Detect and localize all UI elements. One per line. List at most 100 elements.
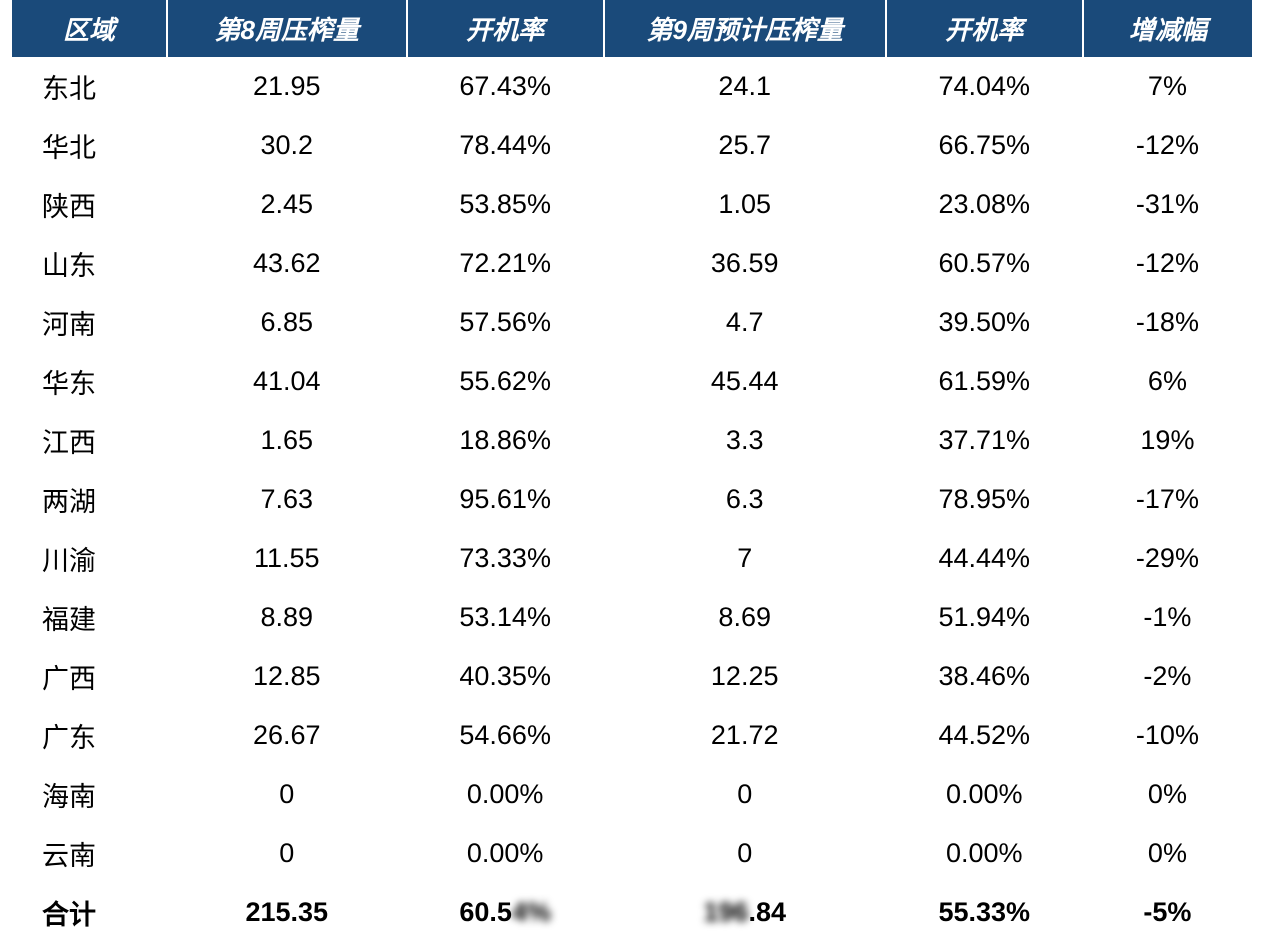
cell-week8-volume: 6.85 [167, 293, 407, 352]
cell-week8-rate: 67.43% [407, 57, 604, 116]
header-region: 区域 [12, 0, 167, 57]
table-row: 两湖 7.63 95.61% 6.3 78.95% -17% [12, 470, 1252, 529]
table-row: 广西 12.85 40.35% 12.25 38.46% -2% [12, 647, 1252, 706]
cell-week9-volume: 21.72 [604, 706, 886, 765]
cell-week9-volume: 4.7 [604, 293, 886, 352]
cell-week8-rate: 57.56% [407, 293, 604, 352]
cell-week8-volume: 26.67 [167, 706, 407, 765]
header-change: 增减幅 [1083, 0, 1252, 57]
header-week9-volume: 第9周预计压榨量 [604, 0, 886, 57]
table-row: 华东 41.04 55.62% 45.44 61.59% 6% [12, 352, 1252, 411]
cell-week8-volume: 21.95 [167, 57, 407, 116]
cell-region: 华东 [12, 352, 167, 411]
cell-week9-rate: 0.00% [886, 765, 1083, 824]
cell-week9-rate: 44.44% [886, 529, 1083, 588]
cell-week9-rate: 51.94% [886, 588, 1083, 647]
table-row: 云南 0 0.00% 0 0.00% 0% [12, 824, 1252, 883]
cell-change: 0% [1083, 765, 1252, 824]
cell-region: 云南 [12, 824, 167, 883]
cell-week9-rate: 39.50% [886, 293, 1083, 352]
cell-region: 广东 [12, 706, 167, 765]
cell-change: 7% [1083, 57, 1252, 116]
cell-region: 东北 [12, 57, 167, 116]
cell-week8-volume: 7.63 [167, 470, 407, 529]
cell-week9-rate: 74.04% [886, 57, 1083, 116]
cell-week9-rate: 23.08% [886, 175, 1083, 234]
cell-change: -1% [1083, 588, 1252, 647]
cell-week8-rate: 18.86% [407, 411, 604, 470]
cell-region: 华北 [12, 116, 167, 175]
cell-change: -29% [1083, 529, 1252, 588]
cell-week8-rate: 72.21% [407, 234, 604, 293]
cell-week9-volume: 25.7 [604, 116, 886, 175]
cell-week8-volume: 0 [167, 765, 407, 824]
cell-week9-volume-total: 196.84 [604, 883, 886, 942]
cell-week8-rate: 53.85% [407, 175, 604, 234]
cell-change: -12% [1083, 234, 1252, 293]
table-header-row: 区域 第8周压榨量 开机率 第9周预计压榨量 开机率 增减幅 [12, 0, 1252, 57]
cell-change: -31% [1083, 175, 1252, 234]
cell-change: -2% [1083, 647, 1252, 706]
cell-change: 0% [1083, 824, 1252, 883]
table-row: 东北 21.95 67.43% 24.1 74.04% 7% [12, 57, 1252, 116]
cell-week9-rate: 60.57% [886, 234, 1083, 293]
header-week9-rate: 开机率 [886, 0, 1083, 57]
table-row: 福建 8.89 53.14% 8.69 51.94% -1% [12, 588, 1252, 647]
cell-region: 广西 [12, 647, 167, 706]
table-row: 川渝 11.55 73.33% 7 44.44% -29% [12, 529, 1252, 588]
cell-change: 19% [1083, 411, 1252, 470]
table-row: 江西 1.65 18.86% 3.3 37.71% 19% [12, 411, 1252, 470]
cell-week9-rate: 0.00% [886, 824, 1083, 883]
cell-week8-volume: 43.62 [167, 234, 407, 293]
cell-week8-volume: 41.04 [167, 352, 407, 411]
table-body: 东北 21.95 67.43% 24.1 74.04% 7% 华北 30.2 7… [12, 57, 1252, 942]
cell-region: 河南 [12, 293, 167, 352]
cell-week9-volume: 1.05 [604, 175, 886, 234]
table-row: 陕西 2.45 53.85% 1.05 23.08% -31% [12, 175, 1252, 234]
cell-week8-rate: 40.35% [407, 647, 604, 706]
cell-week8-volume: 1.65 [167, 411, 407, 470]
cell-week9-rate: 37.71% [886, 411, 1083, 470]
table-row: 广东 26.67 54.66% 21.72 44.52% -10% [12, 706, 1252, 765]
cell-week8-volume: 0 [167, 824, 407, 883]
table-row: 河南 6.85 57.56% 4.7 39.50% -18% [12, 293, 1252, 352]
cell-change: -17% [1083, 470, 1252, 529]
cell-week8-rate-total: 60.54% [407, 883, 604, 942]
cell-week8-rate: 54.66% [407, 706, 604, 765]
cell-week9-volume: 45.44 [604, 352, 886, 411]
cell-week9-rate: 38.46% [886, 647, 1083, 706]
cell-week9-volume: 36.59 [604, 234, 886, 293]
cell-week8-rate: 53.14% [407, 588, 604, 647]
cell-region: 川渝 [12, 529, 167, 588]
table-row: 山东 43.62 72.21% 36.59 60.57% -12% [12, 234, 1252, 293]
cell-change: -12% [1083, 116, 1252, 175]
cell-region: 陕西 [12, 175, 167, 234]
cell-week9-volume: 6.3 [604, 470, 886, 529]
cell-week9-rate: 78.95% [886, 470, 1083, 529]
cell-week8-rate: 0.00% [407, 765, 604, 824]
cell-week8-volume: 2.45 [167, 175, 407, 234]
cell-week8-rate: 55.62% [407, 352, 604, 411]
cell-week8-rate: 73.33% [407, 529, 604, 588]
cell-change: -18% [1083, 293, 1252, 352]
cell-week9-volume: 7 [604, 529, 886, 588]
cell-week9-volume: 8.69 [604, 588, 886, 647]
cell-region: 福建 [12, 588, 167, 647]
cell-week9-rate: 61.59% [886, 352, 1083, 411]
cell-week8-volume: 30.2 [167, 116, 407, 175]
cell-region: 山东 [12, 234, 167, 293]
cell-week9-volume: 0 [604, 824, 886, 883]
table-row: 华北 30.2 78.44% 25.7 66.75% -12% [12, 116, 1252, 175]
cell-week8-rate: 78.44% [407, 116, 604, 175]
cell-region: 海南 [12, 765, 167, 824]
header-week8-rate: 开机率 [407, 0, 604, 57]
table-total-row: 合计 215.35 60.54% 196.84 55.33% -5% [12, 883, 1252, 942]
cell-region: 江西 [12, 411, 167, 470]
cell-week9-rate: 44.52% [886, 706, 1083, 765]
cell-week8-rate: 95.61% [407, 470, 604, 529]
cell-week9-volume: 24.1 [604, 57, 886, 116]
header-week8-volume: 第8周压榨量 [167, 0, 407, 57]
cell-change: -10% [1083, 706, 1252, 765]
cell-week9-volume: 3.3 [604, 411, 886, 470]
cell-change: 6% [1083, 352, 1252, 411]
